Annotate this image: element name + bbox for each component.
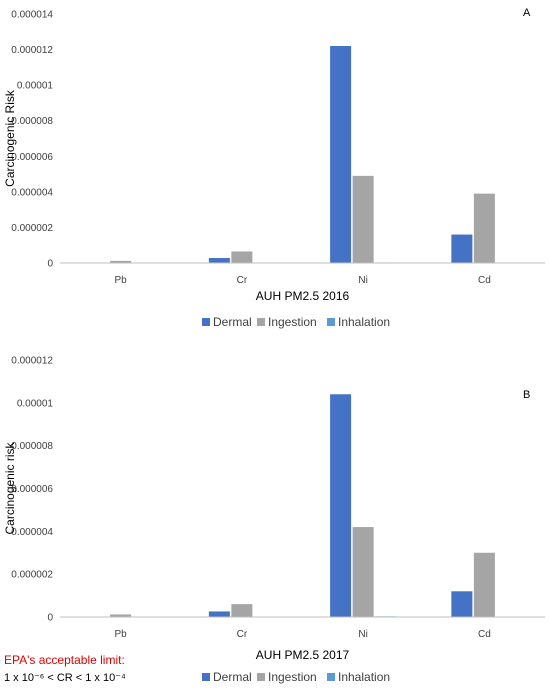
y-tick-label: 0.000002 <box>11 223 53 234</box>
bar-ingestion-pb <box>110 260 132 263</box>
legend-label-inhalation: Inhalation <box>338 315 390 329</box>
epa-limit-range: 1 x 10⁻⁶ < CR < 1 x 10⁻⁴ <box>4 672 126 684</box>
y-tick-label: 0.000008 <box>11 116 53 127</box>
y-axis-title: Carcinogenic risk <box>3 441 17 534</box>
y-tick-label: 0.000012 <box>11 45 53 56</box>
legend-swatch-ingestion <box>257 673 265 681</box>
bar-ingestion-ni <box>352 527 374 617</box>
legend-label-inhalation: Inhalation <box>338 670 390 684</box>
y-tick-label: 0.000008 <box>11 441 53 452</box>
bar-dermal-cr <box>208 258 230 263</box>
bar-dermal-ni <box>330 46 352 264</box>
y-tick-label: 0.000002 <box>11 570 53 581</box>
bar-ingestion-cd <box>473 193 495 263</box>
x-tick-label: Cd <box>478 629 491 640</box>
legend-swatch-dermal <box>202 318 210 326</box>
bar-dermal-cr <box>208 611 230 617</box>
y-tick-label: 0 <box>47 259 53 270</box>
legend-label-dermal: Dermal <box>213 315 252 329</box>
x-tick-label: Ni <box>358 275 367 286</box>
bar-ingestion-cr <box>231 604 253 617</box>
y-tick-label: 0.000004 <box>11 187 53 198</box>
bar-ingestion-ni <box>352 175 374 263</box>
bar-dermal-cd <box>451 591 473 617</box>
x-axis-title: AUH PM2.5 2017 <box>256 648 350 662</box>
y-tick-label: 0 <box>47 613 53 624</box>
y-tick-label: 0.000006 <box>11 484 53 495</box>
legend-swatch-dermal <box>202 673 210 681</box>
x-axis-title: AUH PM2.5 2016 <box>256 289 350 303</box>
bar-dermal-ni <box>330 394 352 617</box>
legend-label-ingestion: Ingestion <box>268 315 317 329</box>
y-axis-title: Carcinogenic Risk <box>3 89 17 187</box>
y-tick-label: 0.000004 <box>11 527 53 538</box>
legend-label-ingestion: Ingestion <box>268 670 317 684</box>
y-tick-label: 0.000012 <box>11 356 53 367</box>
y-tick-label: 0.000006 <box>11 152 53 163</box>
y-tick-label: 0.000014 <box>11 10 53 21</box>
bar-ingestion-cr <box>231 251 253 263</box>
x-tick-label: Cr <box>237 629 248 640</box>
legend-swatch-ingestion <box>257 318 265 326</box>
y-tick-label: 0.00001 <box>17 398 54 409</box>
legend-swatch-inhalation <box>327 318 335 326</box>
panel-letter: A <box>523 7 531 19</box>
y-tick-label: 0.00001 <box>17 81 54 92</box>
x-tick-label: Ni <box>358 629 367 640</box>
x-tick-label: Cd <box>478 275 491 286</box>
epa-limit-title: EPA's acceptable limit: <box>4 653 125 667</box>
bar-ingestion-cd <box>473 552 495 617</box>
legend-swatch-inhalation <box>327 673 335 681</box>
legend-label-dermal: Dermal <box>213 670 252 684</box>
bar-ingestion-pb <box>110 614 132 617</box>
x-tick-label: Pb <box>115 629 128 640</box>
x-tick-label: Cr <box>237 275 248 286</box>
panel-letter: B <box>523 389 530 401</box>
x-tick-label: Pb <box>115 275 128 286</box>
bar-dermal-cd <box>451 234 473 263</box>
